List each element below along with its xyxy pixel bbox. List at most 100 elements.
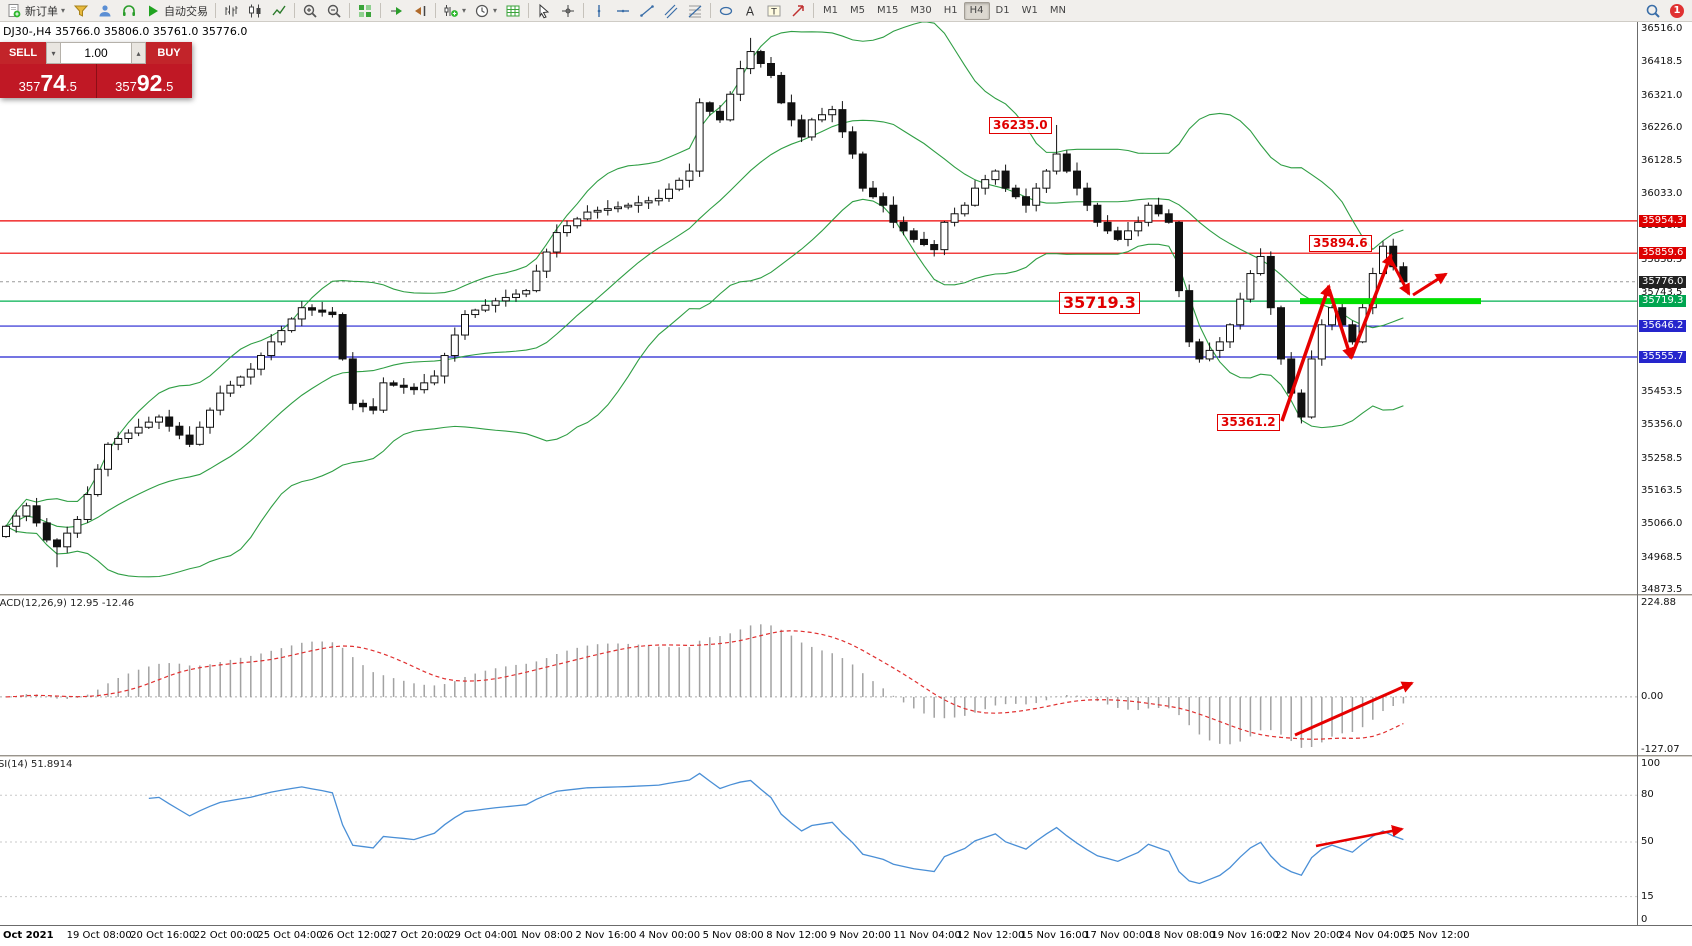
fibonacci-tool-button[interactable] xyxy=(683,1,707,21)
price-annotation[interactable]: 36235.0 xyxy=(989,117,1052,134)
projection-arrow[interactable] xyxy=(1315,825,1404,848)
rsi-canvas[interactable] xyxy=(0,758,1637,925)
price-annotation[interactable]: 35719.3 xyxy=(1059,292,1140,314)
text-tool-button[interactable] xyxy=(738,1,762,21)
timeframe-m15[interactable]: M15 xyxy=(877,5,899,16)
community-icon xyxy=(121,3,137,19)
macd-canvas[interactable] xyxy=(0,597,1637,755)
market-watch-button[interactable] xyxy=(93,1,117,21)
timeframe-h1[interactable]: H1 xyxy=(943,5,958,16)
candlestick-chart-button[interactable] xyxy=(243,1,267,21)
candle-body xyxy=(1297,392,1306,418)
timeframe-m1[interactable]: M1 xyxy=(823,5,839,16)
projection-arrow[interactable] xyxy=(1327,288,1354,360)
crosshair-tool-button[interactable] xyxy=(556,1,580,21)
timeframe-mn[interactable]: MN xyxy=(1049,5,1066,16)
buy-button[interactable]: BUY xyxy=(146,42,192,64)
candle-body xyxy=(644,200,653,204)
price-annotation[interactable]: 35894.6 xyxy=(1309,235,1372,252)
label-tool-button[interactable] xyxy=(762,1,786,21)
candle-body xyxy=(593,209,602,213)
price-axis-label: 36418.5 xyxy=(1641,56,1683,68)
zoom-out-button[interactable] xyxy=(322,1,346,21)
horizontal-line-tool-button[interactable] xyxy=(611,1,635,21)
templates-button[interactable] xyxy=(501,1,525,21)
candle-body xyxy=(552,232,561,253)
toolbar-separator xyxy=(710,3,712,18)
macd-panel[interactable]: MACD(12,26,9) 12.95 -12.46 224.88 0.00 -12… xyxy=(0,597,1692,755)
chevron-down-icon: ▾ xyxy=(61,6,66,15)
vertical-line-tool-button[interactable] xyxy=(587,1,611,21)
trendline-tool-button[interactable] xyxy=(635,1,659,21)
trade-prices-row: 357 74.5 357 92.5 xyxy=(0,64,192,98)
candle-body xyxy=(1011,187,1020,198)
channel-tool-button[interactable] xyxy=(659,1,683,21)
timeframe-d1[interactable]: D1 xyxy=(995,5,1010,16)
projection-arrow[interactable] xyxy=(1349,253,1393,359)
community-button[interactable] xyxy=(117,1,141,21)
chart-shift-button[interactable] xyxy=(408,1,432,21)
auto-scroll-button[interactable] xyxy=(384,1,408,21)
rsi-panel[interactable]: RSI(14) 51.8914 100 80 50 15 0 xyxy=(0,758,1692,925)
candle-body xyxy=(195,426,204,445)
projection-arrow[interactable] xyxy=(1412,272,1448,297)
channel-tool-icon xyxy=(663,3,679,19)
trendline-tool-icon xyxy=(639,3,655,19)
candle-body xyxy=(1256,255,1265,275)
timeframe-m30[interactable]: M30 xyxy=(910,5,932,16)
volume-input[interactable]: 1.00 xyxy=(61,42,131,64)
price-axis-badge: 35859.6 xyxy=(1639,247,1687,260)
price-axis-label: 36128.5 xyxy=(1641,155,1683,167)
candle-body xyxy=(767,62,775,76)
price-axis-label: 36321.0 xyxy=(1641,89,1683,101)
candle-body xyxy=(450,334,459,357)
volume-up-button[interactable]: ▴ xyxy=(131,42,146,64)
vertical-line-tool-icon xyxy=(591,3,607,19)
autotrading-button[interactable]: 自动交易 xyxy=(141,1,212,21)
panel-divider[interactable] xyxy=(0,755,1692,758)
shapes-tool-button[interactable] xyxy=(714,1,738,21)
profiles-button[interactable] xyxy=(69,1,93,21)
toolbar-separator xyxy=(583,3,585,18)
rsi-axis-label: 0 xyxy=(1641,914,1648,925)
candle-body xyxy=(1154,204,1163,215)
line-chart-button[interactable] xyxy=(267,1,291,21)
autotrading-button-label: 自动交易 xyxy=(164,4,209,18)
timeframe-w1[interactable]: W1 xyxy=(1021,5,1038,16)
buy-price-prefix: 357 xyxy=(115,79,137,94)
period-menu-button[interactable]: ▾ xyxy=(470,1,501,21)
candle-body xyxy=(665,188,673,199)
cursor-tool-button[interactable] xyxy=(532,1,556,21)
time-axis[interactable]: Oct 2021 19 Oct 08:00 20 Oct 16:00 22 Oct 0… xyxy=(0,925,1692,946)
candle-body xyxy=(1236,298,1245,326)
price-annotation[interactable]: 35361.2 xyxy=(1217,414,1280,431)
toolbar-right-group: 1 xyxy=(1641,1,1692,21)
panel-divider[interactable] xyxy=(0,594,1692,597)
candle-body xyxy=(797,119,806,138)
main-chart-panel[interactable]: DJ30-,H4 35766.0 35806.0 35761.0 35776.0… xyxy=(0,22,1692,595)
timeframe-m5[interactable]: M5 xyxy=(850,5,866,16)
new-chart-button[interactable]: ▾ xyxy=(439,1,470,21)
new-order-button[interactable]: 新订单 ▾ xyxy=(2,1,69,21)
candle-body xyxy=(461,314,469,336)
projection-arrow[interactable] xyxy=(1389,259,1411,296)
volume-down-button[interactable]: ▾ xyxy=(46,42,61,64)
buy-price[interactable]: 357 92.5 xyxy=(95,64,193,98)
candle-body xyxy=(1317,324,1326,360)
zoom-in-button[interactable] xyxy=(298,1,322,21)
timeframe-h4[interactable]: H4 xyxy=(963,1,990,20)
candle-body xyxy=(114,438,123,445)
notification-badge[interactable]: 1 xyxy=(1670,3,1684,18)
main-chart-canvas[interactable] xyxy=(0,22,1637,594)
projection-arrow[interactable] xyxy=(1294,681,1414,737)
arrows-tool-button[interactable] xyxy=(786,1,810,21)
projection-arrow[interactable] xyxy=(1280,284,1332,422)
bar-chart-button[interactable] xyxy=(219,1,243,21)
search-button[interactable] xyxy=(1641,1,1665,21)
price-axis-label: 34968.5 xyxy=(1641,551,1683,563)
sell-button[interactable]: SELL xyxy=(0,42,46,64)
sell-price[interactable]: 357 74.5 xyxy=(0,64,96,98)
tile-windows-button[interactable] xyxy=(353,1,377,21)
candle-body xyxy=(909,230,918,240)
